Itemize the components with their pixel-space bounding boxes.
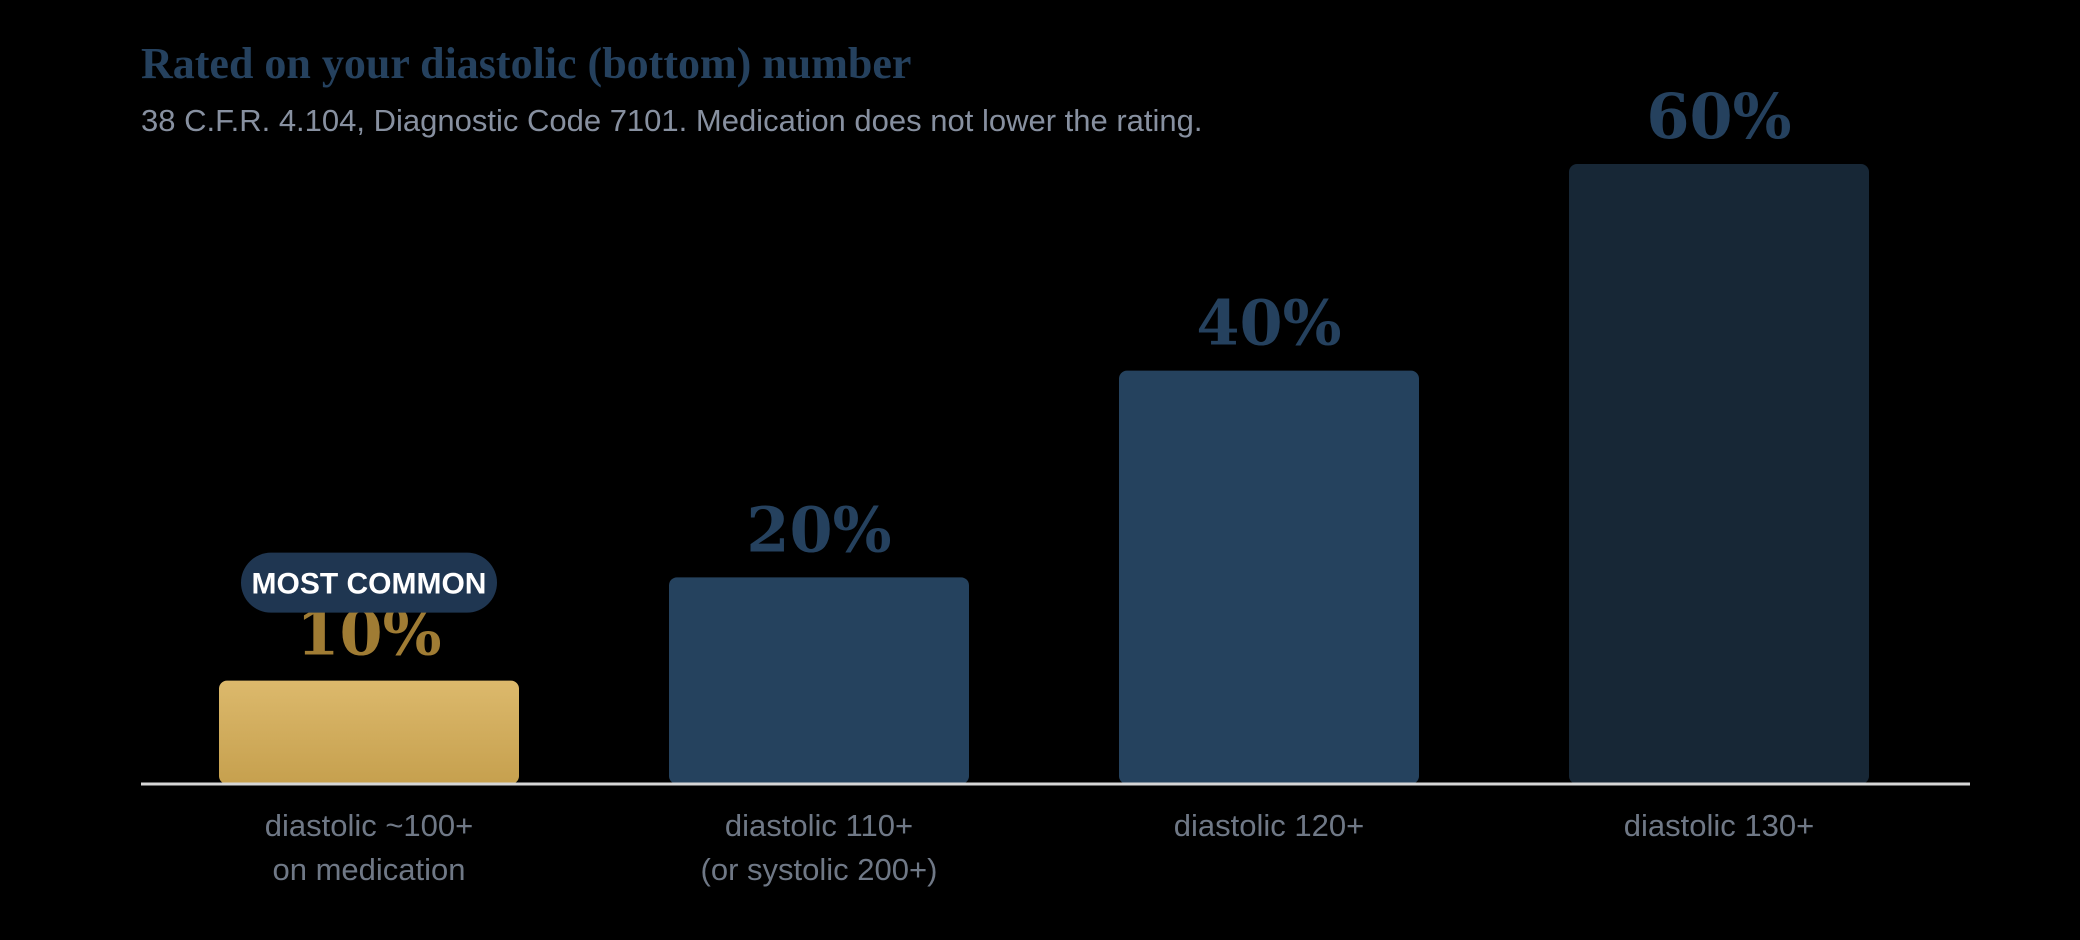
badge [241, 552, 497, 613]
value-label: 40% [1196, 287, 1341, 360]
x-tick-label: diastolic 120+ [1173, 808, 1365, 843]
badge-text: MOST COMMON [252, 568, 487, 601]
bar [1119, 370, 1419, 784]
chart-title: Rated on your diastolic (bottom) number [141, 39, 911, 88]
bar [669, 577, 969, 784]
x-tick-label: diastolic ~100+ on medication [264, 808, 474, 887]
bar [219, 680, 519, 784]
x-tick-label: diastolic 130+ [1623, 808, 1815, 843]
chart-subtitle: 38 C.F.R. 4.104, Diagnostic Code 7101. M… [141, 103, 1203, 138]
bar [1569, 164, 1869, 784]
x-tick-label: diastolic 110+ (or systolic 200+) [700, 808, 938, 887]
value-label: 60% [1646, 80, 1791, 153]
value-label: 20% [746, 493, 891, 566]
